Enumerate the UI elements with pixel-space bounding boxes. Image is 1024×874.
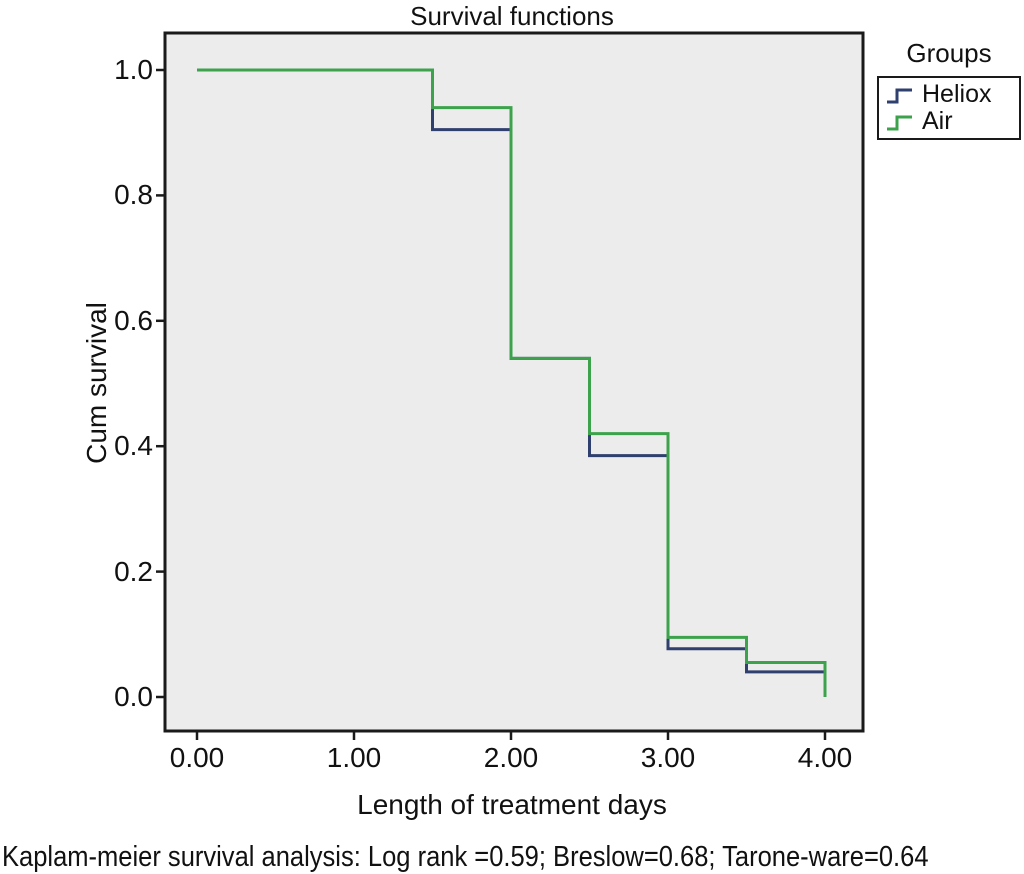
series-lines [197, 68, 827, 697]
x-tick-label: 2.00 [483, 742, 539, 773]
y-tick-label: 1.0 [114, 54, 153, 85]
legend: Groups Heliox Air [877, 38, 1021, 140]
heliox-step-line-icon [887, 88, 912, 103]
x-tick-label: 4.00 [797, 742, 853, 773]
air-step-line-icon [887, 115, 912, 130]
y-axis-label: Cum survival [81, 302, 112, 464]
x-tick-label: 0.00 [169, 742, 225, 773]
x-axis-label: Length of treatment days [357, 789, 667, 820]
legend-title: Groups [906, 38, 992, 68]
x-tick-label: 3.00 [640, 742, 696, 773]
axis-ticks [156, 68, 827, 740]
legend-box: Heliox Air [877, 76, 1021, 140]
legend-label-heliox: Heliox [922, 80, 992, 108]
legend-item-heliox: Heliox [885, 80, 1015, 108]
y-tick-label: 0.0 [114, 681, 153, 712]
y-tick-label: 0.2 [114, 555, 153, 587]
legend-label-air: Air [922, 107, 953, 135]
x-tick-label: 1.00 [326, 742, 382, 773]
chart-title: Survival functions [410, 1, 614, 31]
plot-frame [163, 31, 865, 733]
series-line-heliox [197, 68, 827, 697]
y-tick-label: 0.8 [114, 179, 153, 211]
y-tick-label: 0.6 [114, 304, 153, 336]
series-line-air [197, 68, 827, 697]
analysis-caption: Kaplam-meier survival analysis: Log rank… [2, 841, 929, 873]
legend-item-air: Air [885, 107, 1015, 135]
y-tick-label: 0.4 [114, 430, 153, 462]
